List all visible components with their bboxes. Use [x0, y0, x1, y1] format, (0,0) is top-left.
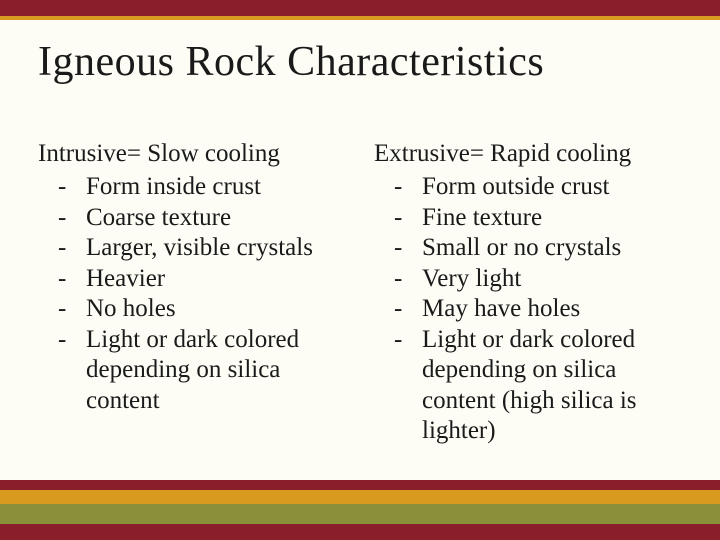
left-column-heading: Intrusive= Slow cooling [38, 140, 346, 168]
list-item: Heavier [38, 264, 346, 295]
list-item: Very light [374, 264, 682, 295]
list-item: Form inside crust [38, 172, 346, 203]
content-columns: Intrusive= Slow cooling Form inside crus… [38, 140, 682, 447]
list-item: Fine texture [374, 203, 682, 234]
list-item: Small or no crystals [374, 233, 682, 264]
list-item: No holes [38, 294, 346, 325]
right-column: Extrusive= Rapid cooling Form outside cr… [374, 140, 682, 447]
slide-title: Igneous Rock Characteristics [38, 38, 682, 86]
list-item: Light or dark colored depending on silic… [38, 325, 346, 417]
left-bullet-list: Form inside crust Coarse texture Larger,… [38, 172, 346, 416]
bottom-orange-band [0, 490, 720, 504]
right-column-heading: Extrusive= Rapid cooling [374, 140, 682, 168]
bottom-accent-bands [0, 480, 720, 540]
top-accent-band [0, 0, 720, 20]
slide: Igneous Rock Characteristics Intrusive= … [0, 0, 720, 540]
bottom-olive-band [0, 504, 720, 524]
list-item: Larger, visible crystals [38, 233, 346, 264]
right-bullet-list: Form outside crust Fine texture Small or… [374, 172, 682, 447]
list-item: Form outside crust [374, 172, 682, 203]
list-item: Coarse texture [38, 203, 346, 234]
left-column: Intrusive= Slow cooling Form inside crus… [38, 140, 346, 447]
list-item: May have holes [374, 294, 682, 325]
list-item: Light or dark colored depending on silic… [374, 325, 682, 447]
